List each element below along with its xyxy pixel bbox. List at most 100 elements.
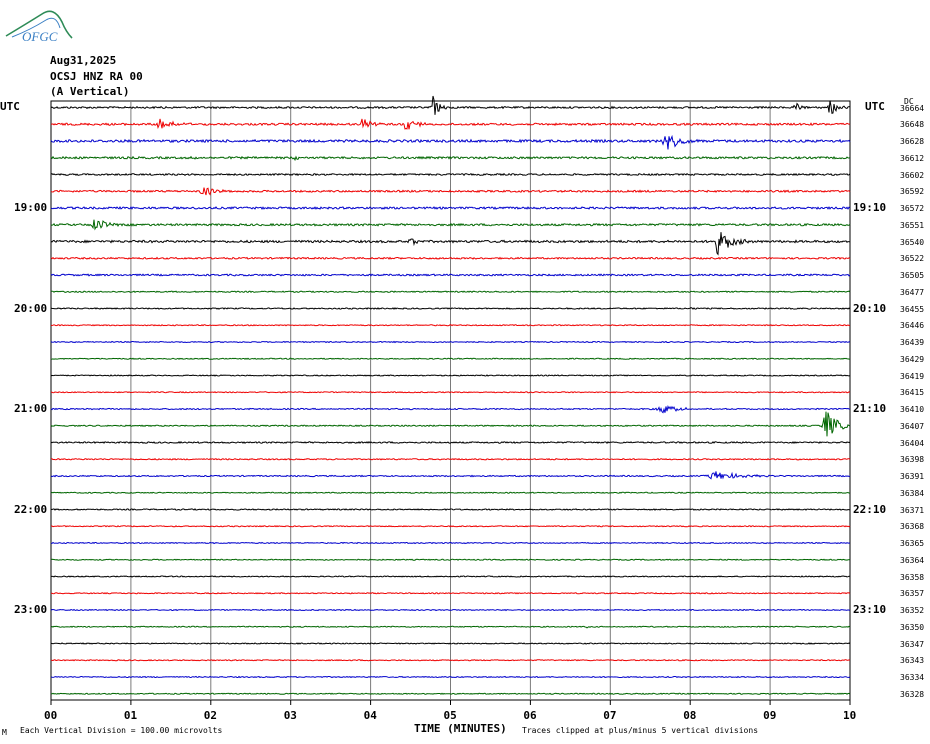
trace-line [50, 172, 851, 177]
trace-line [50, 374, 851, 377]
dc-offset-label: 36384 [900, 488, 925, 498]
left-hour-label: 23:00 [14, 603, 48, 616]
x-tick-label: 01 [123, 709, 138, 722]
dc-offset-label: 36398 [900, 455, 925, 465]
dc-offset-label: 36328 [900, 689, 925, 699]
dc-offset-label: 36592 [900, 187, 925, 197]
dc-offset-label: 36410 [900, 405, 925, 414]
logo: OFGC [5, 10, 73, 44]
right-hour-label: 20:10 [853, 301, 887, 315]
dc-offset-label: 36371 [900, 505, 925, 515]
right-hour-label: 22:10 [853, 502, 887, 516]
trace-line [50, 491, 851, 494]
trace-line [50, 508, 851, 511]
trace-line [50, 155, 851, 162]
dc-offset-label: 36446 [900, 321, 925, 331]
corner-mark: M [2, 728, 7, 737]
trace-line [50, 692, 851, 695]
trace-line [50, 205, 851, 211]
trace-line [51, 659, 851, 662]
dc-offset-label: 36551 [900, 220, 925, 230]
x-tick-label: 06 [523, 709, 537, 722]
dc-offset-label: 36350 [900, 622, 925, 632]
trace-line [50, 558, 851, 561]
left-hour-label: 21:00 [14, 402, 48, 415]
dc-offset-label: 36357 [900, 589, 925, 599]
x-tick-label: 00 [44, 709, 58, 722]
dc-offset-label: 36572 [900, 204, 925, 213]
header-station: OCSJ HNZ RA 00 [50, 70, 143, 83]
logo-swoosh [5, 10, 73, 39]
x-tick-label: 07 [603, 709, 617, 722]
dc-offset-label: 36664 [900, 103, 925, 113]
trace-line [50, 307, 851, 310]
dc-offset-label: 36648 [900, 120, 925, 130]
logo-text: OFGC [22, 29, 58, 44]
dc-offset-label: 36628 [900, 137, 925, 146]
trace-line [50, 219, 851, 231]
left-hour-label: 20:00 [14, 301, 48, 315]
dc-offset-label: 36352 [900, 606, 925, 615]
x-tick-label: 10 [843, 709, 857, 722]
header-component: (A Vertical) [50, 85, 130, 98]
dc-offset-label: 36439 [900, 338, 925, 347]
logo-swoosh-inner [11, 17, 61, 38]
trace-line [50, 273, 851, 277]
x-tick-label: 03 [283, 709, 297, 722]
trace-line [50, 340, 851, 344]
left-hour-label: 19:00 [14, 201, 48, 214]
trace-line [51, 592, 851, 595]
dc-offset-label: 36522 [900, 254, 925, 264]
dc-offset-label: 36407 [900, 421, 925, 431]
x-tick-label: 02 [203, 709, 218, 722]
trace-line [50, 675, 851, 679]
dc-offset-label: 36419 [900, 371, 925, 381]
header-date: Aug31,2025 [50, 54, 117, 67]
right-hour-label: 19:10 [853, 201, 887, 214]
x-tick-label: 05 [443, 709, 457, 722]
x-axis-label: TIME (MINUTES) [414, 722, 507, 735]
dc-offset-label: 36365 [900, 539, 925, 548]
dc-offset-label: 36540 [900, 237, 925, 247]
dc-offset-label: 36391 [900, 472, 925, 481]
trace-line [50, 324, 851, 327]
trace-line [50, 357, 850, 360]
x-tick-label: 04 [363, 709, 377, 722]
trace-line [50, 391, 851, 394]
left-timezone: UTC [0, 100, 20, 113]
trace-line [50, 441, 851, 445]
dc-offset-label: 36477 [900, 287, 925, 297]
left-hour-label: 22:00 [14, 502, 48, 516]
dc-offset-label: 36455 [900, 304, 925, 314]
trace-line [50, 411, 851, 437]
trace-line [50, 404, 851, 414]
footer-scale: Each Vertical Division = 100.00 microvol… [20, 726, 223, 735]
right-hour-label: 21:10 [853, 402, 887, 415]
dc-offset-label: 36334 [900, 673, 925, 682]
trace-line [51, 541, 851, 545]
trace-line [50, 187, 851, 196]
dc-offset-label: 36602 [900, 170, 925, 180]
footer-clip-note: Traces clipped at plus/minus 5 vertical … [522, 726, 759, 735]
trace-line [50, 642, 851, 645]
right-timezone: UTC [865, 100, 885, 113]
trace-line [50, 625, 851, 629]
trace-line [50, 525, 851, 528]
trace-line [50, 95, 851, 115]
trace-line [50, 118, 851, 130]
trace-line [51, 457, 851, 461]
trace-line [51, 575, 850, 578]
x-tick-label: 08 [683, 709, 697, 722]
dc-offset-label: 36347 [900, 639, 925, 649]
dc-offset-label: 36612 [900, 153, 925, 163]
dc-offset-label: 36343 [900, 656, 925, 666]
dc-offset-label: 36429 [900, 354, 925, 364]
trace-line [50, 471, 851, 480]
trace-line [50, 134, 851, 150]
dc-label: DC [904, 97, 914, 106]
dc-offset-label: 36415 [900, 388, 925, 398]
trace-line [50, 290, 851, 294]
trace-line [50, 256, 851, 260]
dc-offset-label: 36364 [900, 555, 925, 565]
